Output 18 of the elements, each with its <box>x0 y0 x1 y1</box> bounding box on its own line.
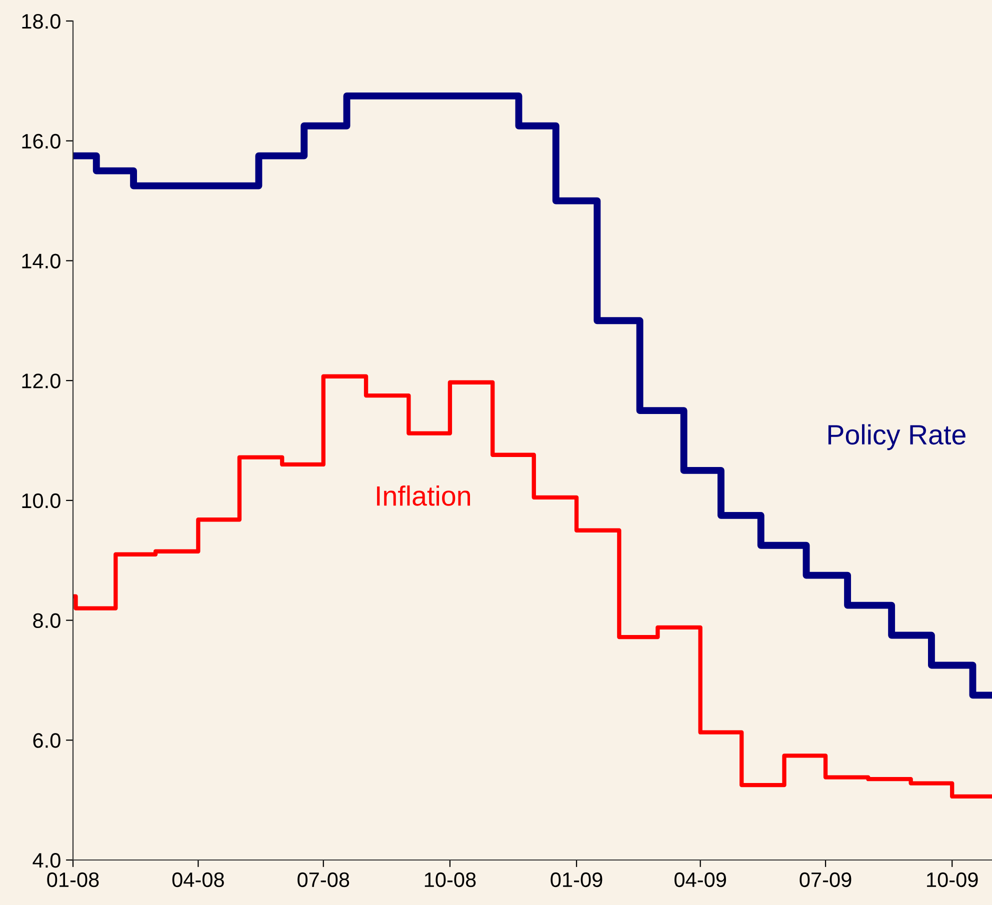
x-tick-label: 01-09 <box>550 872 602 888</box>
y-tick-label: 10.0 <box>22 493 60 508</box>
x-tick-label: 07-08 <box>298 872 350 888</box>
y-tick-label: 18.0 <box>22 14 60 29</box>
y-tick-label: 6.0 <box>33 733 60 748</box>
x-tick-label: 07-09 <box>800 872 852 888</box>
x-tick-label: 10-09 <box>927 872 978 888</box>
text: Policy Rate <box>828 424 966 450</box>
y-tick-label: 4.0 <box>32 853 60 868</box>
x-tick-label: 04-08 <box>172 872 224 888</box>
x-tick-label: 10-08 <box>424 872 476 888</box>
y-tick-label: 14.0 <box>22 254 60 268</box>
series-label: Inflation <box>377 485 470 506</box>
y-tick-label: 12.0 <box>22 374 60 388</box>
x-tick-label: 01-08 <box>47 872 99 888</box>
y-tick-label: 8.0 <box>33 613 60 628</box>
y-tick-label: 16.0 <box>22 134 60 149</box>
x-tick-label: 04-09 <box>674 872 726 888</box>
